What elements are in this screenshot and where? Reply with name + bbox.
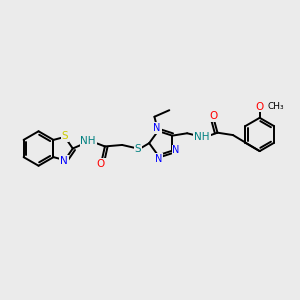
Text: CH₃: CH₃ xyxy=(267,102,284,111)
Text: NH: NH xyxy=(80,136,96,146)
Text: N: N xyxy=(153,123,161,133)
Text: N: N xyxy=(172,146,180,155)
Text: O: O xyxy=(97,159,105,169)
Text: O: O xyxy=(256,101,264,112)
Text: S: S xyxy=(61,131,68,141)
Text: NH: NH xyxy=(194,131,210,142)
Text: N: N xyxy=(154,154,162,164)
Text: O: O xyxy=(209,111,218,121)
Text: N: N xyxy=(60,156,68,166)
Text: S: S xyxy=(135,144,142,154)
